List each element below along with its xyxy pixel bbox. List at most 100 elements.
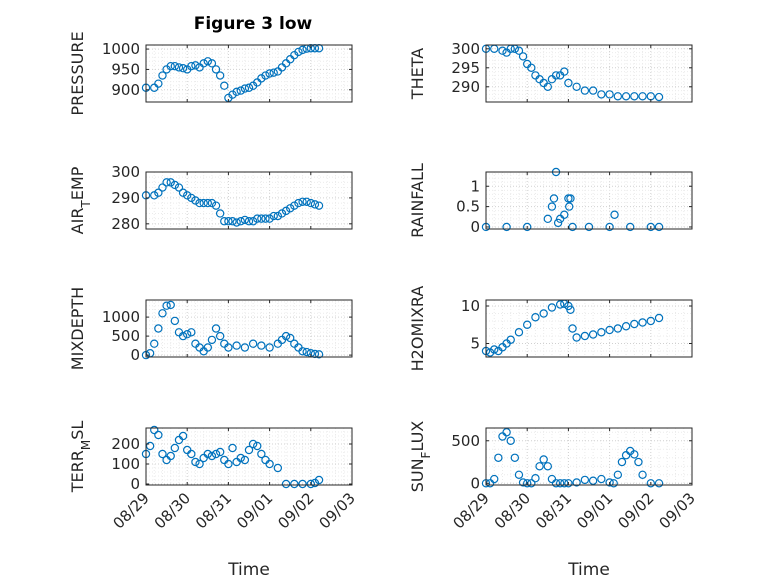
data-point [539, 455, 548, 464]
data-point [191, 196, 200, 205]
y-axis-label: PRESSURE [68, 31, 87, 115]
data-point [568, 222, 577, 232]
axes-box [485, 427, 693, 486]
data-point [203, 57, 212, 66]
data-point [298, 45, 307, 55]
data-point [654, 92, 664, 102]
x-tick-label: 08/30 [151, 489, 194, 532]
data-point [248, 439, 258, 449]
data-point [565, 202, 574, 211]
data-point [572, 478, 581, 487]
y-axis-label: RAINFALL [408, 163, 427, 238]
data-point [314, 475, 324, 485]
y-tick-label: 290 [111, 189, 140, 207]
y-tick-label: 0 [470, 218, 480, 236]
x-tick-label: 08/29 [110, 489, 153, 532]
y-tick-label: 1000 [102, 40, 140, 58]
data-point [510, 453, 520, 462]
x-tick-label: 08/29 [450, 489, 493, 532]
data-point [527, 479, 536, 488]
data-point [314, 350, 324, 359]
data-point [310, 200, 320, 209]
data-point [265, 214, 274, 223]
data-point [535, 462, 544, 471]
data-point [584, 222, 594, 232]
axes-box [145, 427, 353, 486]
data-point [531, 313, 540, 322]
data-point [490, 345, 499, 354]
data-point [236, 453, 245, 463]
x-tick-label: 08/31 [192, 489, 235, 532]
y-tick-label: 290 [451, 78, 480, 96]
data-point [191, 457, 200, 467]
data-point [269, 68, 278, 77]
data-point [158, 71, 167, 80]
data-point [560, 210, 569, 219]
data-point [646, 222, 656, 232]
data-point [506, 436, 515, 445]
data-point [281, 479, 291, 489]
data-point [211, 65, 221, 74]
data-point [588, 476, 598, 485]
data-point [290, 201, 299, 210]
y-tick-label: 950 [111, 60, 140, 78]
data-point [191, 61, 200, 70]
plot-area [486, 428, 692, 485]
data-point [549, 194, 559, 203]
x-axis-label: Time [567, 560, 610, 580]
data-point [605, 90, 614, 99]
data-point [523, 479, 532, 488]
data-point [187, 61, 196, 71]
axes-box [485, 44, 693, 103]
data-point [560, 67, 569, 76]
data-point [634, 457, 643, 467]
data-point [253, 441, 262, 451]
x-tick-label: 09/01 [573, 489, 616, 532]
data-point [310, 349, 320, 359]
data-point [203, 449, 212, 459]
x-tick-label: 09/02 [614, 489, 657, 532]
data-point [240, 215, 250, 225]
data-point [174, 63, 184, 72]
data-point [314, 201, 324, 210]
data-point [597, 90, 606, 99]
data-point [514, 328, 524, 337]
data-point [502, 222, 511, 232]
data-point [281, 206, 291, 216]
data-point [232, 87, 241, 97]
data-point [207, 198, 217, 208]
data-point [211, 201, 221, 210]
data-point [215, 447, 225, 457]
y-tick-label: 5 [470, 335, 480, 353]
y-tick-label: 280 [111, 215, 140, 233]
data-point [527, 63, 536, 73]
data-point [610, 210, 619, 219]
data-point [551, 71, 561, 80]
data-point [166, 61, 175, 71]
data-point [170, 316, 180, 326]
series-theta [481, 44, 664, 102]
x-tick-label: 09/03 [316, 489, 359, 532]
data-point [547, 202, 557, 211]
axes-box [485, 299, 693, 358]
data-point [178, 188, 188, 197]
y-tick-label: 0 [470, 474, 480, 492]
data-point [166, 451, 175, 461]
data-point [654, 313, 664, 323]
plot-area [486, 172, 692, 229]
series-h2omixra [481, 299, 664, 357]
y-tick-label: 10 [461, 297, 480, 315]
y-tick-label: 200 [111, 435, 140, 453]
data-point [531, 473, 540, 483]
data-point [638, 470, 647, 479]
y-axis-label: H2OMIXRA [408, 286, 427, 372]
data-point [630, 319, 639, 329]
y-axis-label: MIXDEPTH [68, 287, 87, 370]
data-point [257, 214, 266, 223]
data-point [572, 82, 581, 92]
y-axis-label: SUNFLUX [408, 421, 433, 493]
axes-box [485, 171, 693, 230]
data-point [236, 86, 245, 95]
data-point [654, 222, 664, 232]
